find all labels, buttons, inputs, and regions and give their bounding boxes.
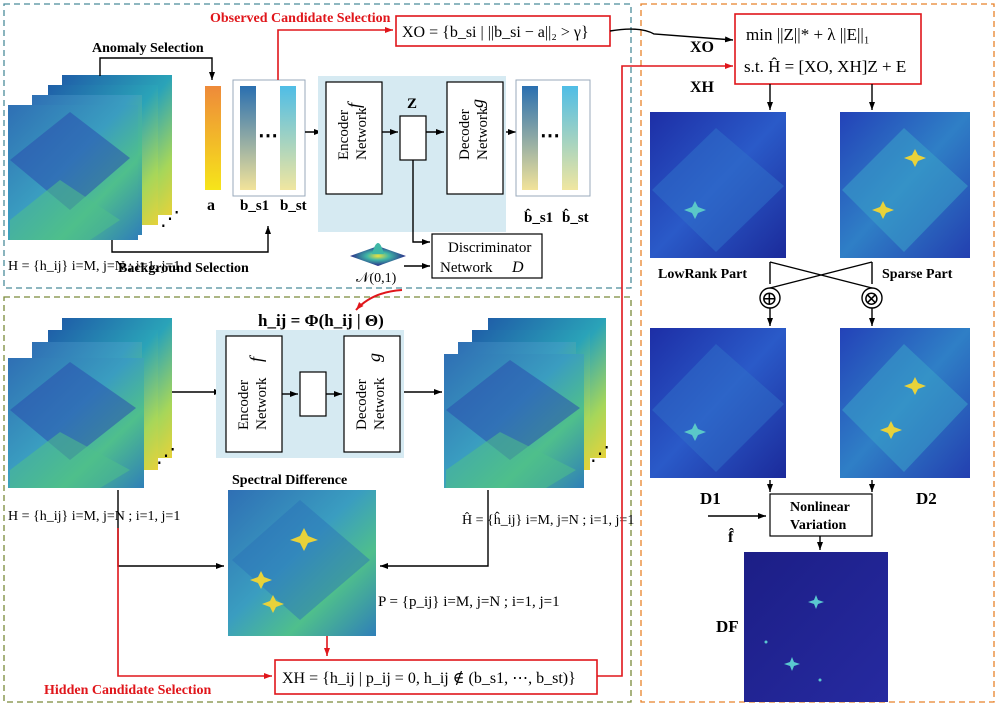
top-decoder-text: Decoder [457,109,473,160]
anomaly-bar-a [205,86,221,190]
objective-box [734,13,922,85]
hsi-cube-stack-bottom-right: ⋰ [444,318,610,488]
bottom-panel-frame [3,296,632,703]
p-def: P = {p_ij} i=M, j=N ; i=1, j=1 [378,594,560,610]
z-to-discriminator-arrow [412,160,430,245]
bst-label: b_st [280,198,307,214]
h-def-top: H = {h_ij} i=M, j=N ; i=1, j=1 [8,259,180,274]
background-bar-t [280,86,296,190]
bhat-s1-label: b̂_s1 [524,208,553,226]
xh-label: XH [690,79,715,96]
z-label: Z [407,96,417,112]
background-bar-1 [240,86,256,190]
lowrank-label: LowRank Part [658,267,747,282]
anomaly-selection-label: Anomaly Selection [92,41,204,56]
top-encoder-text: Encoder [336,110,352,160]
nonlinear-box [769,493,873,537]
hidden-selection-arrow [117,528,272,679]
gaussian-prior-icon [350,243,406,266]
fhat-label: f̂ [728,527,734,546]
bottom-decoder-box [343,335,401,453]
xo-formula: XO = {b_si | ||b_si − a||₂ > γ} [402,24,589,41]
reconstructed-bar-t [562,86,578,190]
objective-line-2: s.t. Ĥ = [XO, XH]Z + E [744,57,906,76]
bottom-encoder-text-2: Network [254,377,270,430]
bottom-encoder-symbol: f [246,354,266,362]
discriminator-text: Discriminator [448,240,531,256]
xh-to-right-arrow [597,63,733,677]
svg-text:⋰: ⋰ [156,445,176,467]
bars-ellipsis: ⋯ [258,125,278,147]
bottom-decoder-text: Decoder [354,379,370,430]
top-panel-frame [3,3,632,289]
xo-to-right-arrow [609,28,734,43]
bottom-encoder-box [225,335,283,453]
top-encoder-symbol: f [344,100,364,108]
hsi-cube-stack-bottom-left: ⋰ [8,318,176,488]
recon-ellipsis: ⋯ [540,125,560,147]
hhat-def: Ĥ = {ĥ_ij} i=M, j=N ; i=1, j=1 [462,511,634,528]
top-decoder-symbol: g [467,99,487,108]
xo-label: XO [690,39,714,56]
normal-dist-label: 𝒩(0,1) [356,271,397,286]
d1-label: D1 [700,489,721,508]
svg-text:⋰: ⋰ [590,443,610,465]
bottom-latent-box [299,371,327,417]
df-label: DF [716,617,739,636]
nonlinear-text: Nonlinear [790,500,850,515]
a-label: a [207,197,215,214]
plus-op: ⊕ [761,288,778,310]
bottom-decoder-text-2: Network [372,377,388,430]
sparse-label: Sparse Part [882,267,953,282]
observed-caption: Observed Candidate Selection [210,11,391,26]
xh-formula: XH = {h_ij | p_ij = 0, h_ij ∉ (b_s1, ⋯, … [282,670,576,687]
nonlinear-text-2: Variation [790,518,846,533]
bottom-encoder-text: Encoder [236,380,252,430]
d2-label: D2 [916,489,937,508]
svg-text:⋰: ⋰ [160,208,180,230]
spectral-difference-map [228,490,376,636]
times-op: ⊗ [863,288,880,310]
discriminator-symbol: D [511,259,524,276]
top-encoder-text-2: Network [354,107,370,160]
h-def-bottom: H = {h_ij} i=M, j=N ; i=1, j=1 [8,509,180,524]
bottom-decoder-symbol: g [364,353,384,362]
top-decoder-text-2: Network [475,107,491,160]
anomaly-selection-arrow [99,57,215,80]
hsi-cube-stack-top: ⋰ [8,75,180,240]
spectral-difference-label: Spectral Difference [232,473,347,488]
discriminator-text-2: Network [440,260,493,276]
hidden-caption: Hidden Candidate Selection [44,683,211,698]
reconstructed-bar-1 [522,86,538,190]
bhat-st-label: b̂_st [562,208,589,226]
hij-formula: h_ij = Φ(h_ij | Θ) [258,311,384,330]
background-selection-arrow [111,226,271,253]
observed-selection-arrow [277,27,393,80]
objective-line-1: min ||Z||* + λ ||E||₁ [746,25,870,44]
df-map [744,552,888,702]
right-panel-frame [640,3,995,703]
latent-z-box [399,115,427,161]
discriminator-feedback-arrow [355,289,403,311]
hhat-to-diff-arrow [380,490,489,569]
top-encoder-box [325,81,383,195]
xh-formula-box [274,659,598,695]
discriminator-box [431,233,543,279]
cross-line-2 [769,261,873,289]
background-selection-label: Background Selection [118,261,249,276]
bs1-label: b_s1 [240,198,269,214]
h-to-diff-arrow [117,490,224,569]
top-decoder-box [446,81,504,195]
